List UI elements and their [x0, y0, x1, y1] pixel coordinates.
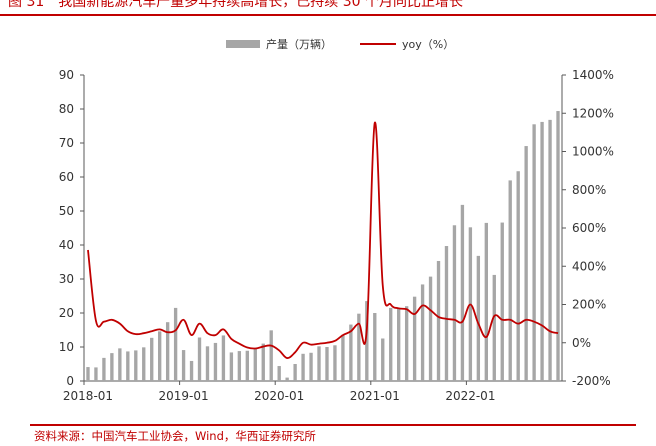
bar — [317, 346, 321, 381]
x-tick-label: 2018-01 — [63, 389, 113, 403]
bar — [452, 225, 457, 381]
bar — [301, 353, 305, 381]
left-tick-label: 50 — [59, 204, 74, 218]
legend-line-swatch — [360, 43, 396, 45]
bar — [269, 330, 273, 381]
bar — [532, 124, 536, 382]
bar — [293, 364, 297, 381]
bar — [428, 276, 433, 381]
legend-item-yoy: yoy（%） — [360, 36, 454, 52]
chart-title: 图 31 我国新能源汽车产量多年持续高增长，已持续 30 个月同比正增长 — [8, 0, 463, 10]
bar — [444, 246, 449, 381]
bar — [381, 338, 385, 381]
x-tick-label: 2019-01 — [159, 389, 209, 403]
left-tick-label: 90 — [59, 68, 74, 82]
legend-label-yoy: yoy（%） — [402, 38, 455, 51]
right-tick-label: 0% — [572, 336, 591, 350]
bar — [285, 377, 289, 381]
left-tick-label: 80 — [59, 102, 74, 116]
right-tick-label: 800% — [572, 183, 606, 197]
bar — [484, 222, 488, 381]
bar — [460, 204, 465, 381]
bar — [245, 350, 249, 381]
bar — [126, 351, 130, 381]
title-rule — [0, 14, 656, 16]
bar — [325, 347, 329, 381]
bar — [404, 306, 409, 381]
bar — [181, 350, 186, 381]
bar — [420, 284, 425, 381]
bar — [309, 352, 313, 381]
right-tick-label: -200% — [572, 374, 611, 388]
bar — [142, 347, 146, 381]
bar — [102, 357, 106, 381]
left-tick-label: 10 — [59, 340, 74, 354]
legend-bar-swatch — [226, 40, 260, 48]
bar — [221, 335, 226, 381]
bar — [213, 342, 218, 381]
bar — [253, 348, 257, 381]
x-tick-label: 2022-01 — [445, 389, 495, 403]
bar — [500, 222, 504, 381]
bar — [548, 119, 552, 381]
left-tick-label: 0 — [66, 374, 74, 388]
right-tick-label: 1000% — [572, 145, 614, 159]
bar — [508, 180, 512, 381]
left-tick-label: 70 — [59, 136, 74, 150]
bar — [189, 360, 194, 381]
x-tick-label: 2020-01 — [254, 389, 304, 403]
bar — [524, 146, 528, 381]
left-tick-label: 60 — [59, 170, 74, 184]
source-note: 资料来源：中国汽车工业协会，Wind，华西证券研究所 — [34, 429, 316, 443]
bar — [110, 353, 114, 381]
bar — [349, 324, 353, 381]
bar — [397, 308, 401, 381]
bar — [556, 111, 560, 381]
bar — [540, 121, 544, 382]
bar — [492, 274, 496, 381]
left-tick-label: 40 — [59, 238, 74, 252]
bar — [333, 345, 337, 381]
bar — [476, 255, 481, 381]
right-tick-label: 400% — [572, 259, 606, 273]
left-tick-label: 20 — [59, 306, 74, 320]
legend: 产量（万辆） yoy（%） — [0, 36, 656, 54]
bar — [86, 367, 90, 381]
bar — [357, 313, 361, 381]
bar — [516, 171, 520, 381]
bar — [94, 367, 98, 381]
bar — [165, 322, 170, 381]
bar — [205, 346, 210, 381]
right-tick-label: 200% — [572, 298, 606, 312]
bar — [436, 260, 441, 381]
bar — [412, 296, 417, 381]
legend-label-production: 产量（万辆） — [266, 38, 332, 51]
right-tick-label: 1400% — [572, 68, 614, 82]
bar — [229, 352, 234, 381]
bar — [277, 366, 281, 381]
bar — [373, 313, 377, 381]
yoy-line — [87, 121, 559, 359]
bar — [150, 337, 154, 381]
bar — [197, 337, 202, 381]
x-tick-label: 2021-01 — [350, 389, 400, 403]
source-rule — [30, 424, 636, 426]
bar — [134, 350, 138, 381]
right-tick-label: 1200% — [572, 106, 614, 120]
right-tick-label: 600% — [572, 221, 606, 235]
bar — [158, 331, 162, 381]
bar — [237, 351, 242, 381]
bar — [173, 307, 178, 381]
bar — [341, 334, 345, 381]
bar — [261, 343, 265, 381]
legend-item-production: 产量（万辆） — [226, 36, 332, 52]
bar — [365, 301, 369, 381]
bar — [389, 307, 393, 381]
left-tick-label: 30 — [59, 272, 74, 286]
bar — [118, 348, 122, 381]
